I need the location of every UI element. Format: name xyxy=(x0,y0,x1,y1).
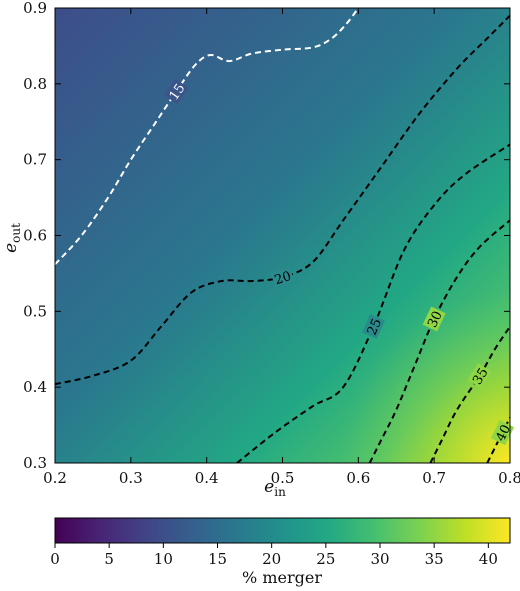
contour-label-background xyxy=(467,363,492,389)
colorbar-tick-label: 5 xyxy=(104,550,114,568)
contour-line-30 xyxy=(368,219,510,463)
x-tick-label: 0.8 xyxy=(498,469,520,487)
y-tick-label: 0.9 xyxy=(23,0,47,17)
x-tick-label: 0.3 xyxy=(119,469,143,487)
contour-label-background xyxy=(422,306,446,332)
y-axis-ticks: 0.3 0.4 0.5 0.6 0.7 0.8 0.9 xyxy=(23,0,510,472)
y-axis-label: eout xyxy=(1,223,23,253)
colorbar-tick-label: 0 xyxy=(50,550,60,568)
colorbar-gradient xyxy=(54,517,511,544)
x-tick-label: 0.6 xyxy=(346,469,370,487)
y-tick-label: 0.8 xyxy=(23,75,47,93)
colorbar-tick-label: 15 xyxy=(208,550,227,568)
y-tick-label: 0.7 xyxy=(23,151,47,169)
colorbar-tick-label: 40 xyxy=(479,550,498,568)
colorbar-tick-label: 20 xyxy=(262,550,281,568)
x-tick-label: 0.7 xyxy=(422,469,446,487)
contour-label-35: 35 xyxy=(470,366,491,388)
colorbar-label: % merger xyxy=(242,568,322,587)
x-axis-label-main: e xyxy=(264,477,274,497)
x-axis-label: ein xyxy=(264,477,286,499)
y-tick-label: 0.4 xyxy=(23,378,47,396)
colorbar-tick-label: 10 xyxy=(154,550,173,568)
colorbar-ticks: 0 5 10 15 20 25 30 35 40 xyxy=(50,543,498,568)
contour-label-background xyxy=(362,314,385,339)
colorbar-tick-label: 25 xyxy=(316,550,335,568)
contour-line-25 xyxy=(236,143,510,463)
contour-label-40: 40 xyxy=(493,423,514,445)
x-tick-label: 0.2 xyxy=(43,469,67,487)
y-tick-label: 0.6 xyxy=(23,227,47,245)
contour-line-35 xyxy=(429,325,510,463)
contour-label-30: 30 xyxy=(425,309,446,330)
colorbar: 0 5 10 15 20 25 30 35 40 % merger xyxy=(50,517,511,587)
contour-label-25: 25 xyxy=(365,317,385,338)
y-axis-label-main: e xyxy=(1,243,21,253)
x-tick-label: 0.4 xyxy=(195,469,219,487)
x-tick-label: 0.5 xyxy=(271,469,295,487)
colorbar-tick-label: 35 xyxy=(425,550,444,568)
contour-line-15 xyxy=(55,8,360,265)
heatmap-hot-corner xyxy=(55,8,510,463)
x-axis-ticks: 0.2 0.3 0.4 0.5 0.6 0.7 0.8 xyxy=(43,8,520,487)
colorbar-tick-label: 30 xyxy=(370,550,389,568)
x-axis-label-sub: in xyxy=(274,485,286,499)
y-tick-label: 0.5 xyxy=(23,302,47,320)
y-tick-label: 0.3 xyxy=(23,454,47,472)
contour-label-background xyxy=(270,266,295,288)
y-axis-label-sub: out xyxy=(9,223,23,243)
heatmap-field xyxy=(55,8,510,463)
contour-label-background xyxy=(164,78,189,105)
contour-label-20: 20 xyxy=(273,269,293,288)
